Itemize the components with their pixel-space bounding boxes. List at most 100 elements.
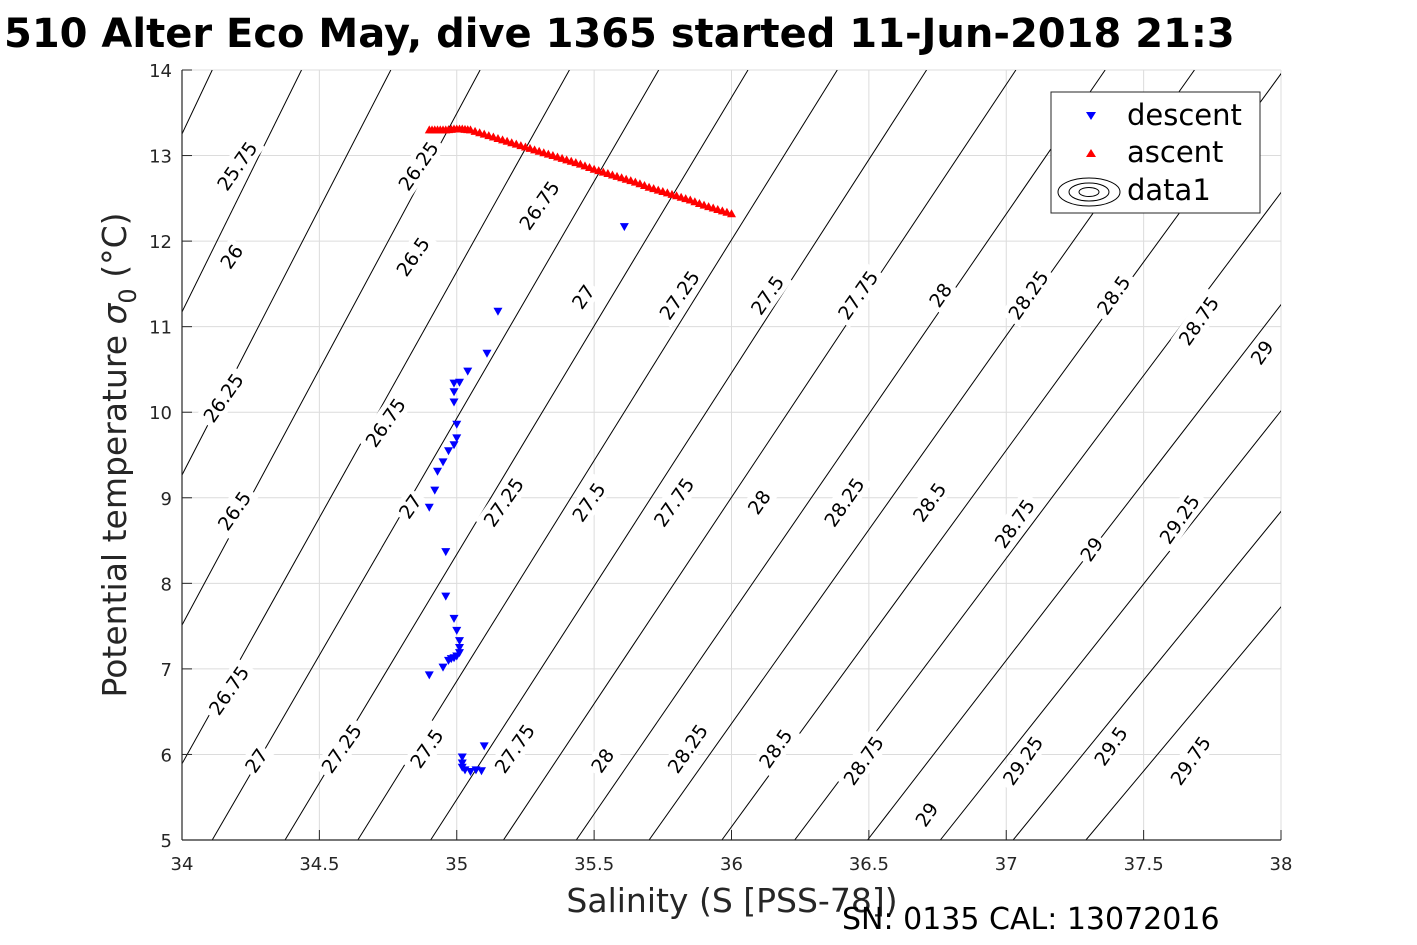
contour-label-gap xyxy=(390,133,447,199)
x-axis-label: Salinity (S [PSS-78]) xyxy=(566,881,897,920)
descent-point xyxy=(449,388,459,397)
contour-label-gap xyxy=(391,487,429,526)
descent-point xyxy=(452,420,462,429)
descent-point xyxy=(493,307,503,316)
contour-label-gap xyxy=(209,482,259,539)
contour-label-gap xyxy=(908,795,946,834)
descent-point xyxy=(441,592,451,601)
descent-point xyxy=(433,467,443,476)
contour-line xyxy=(284,70,749,840)
ascent-marker-icon xyxy=(1086,149,1096,157)
contour-line xyxy=(182,70,302,313)
contour-label-gap xyxy=(1170,287,1227,354)
contour-label-gap xyxy=(1000,262,1057,328)
contour-line xyxy=(430,70,927,840)
descent-point xyxy=(438,663,448,672)
descent-point xyxy=(457,753,467,762)
descent-point xyxy=(454,644,464,652)
contour-label-gap xyxy=(209,133,265,199)
contour-label-gap xyxy=(1088,266,1139,324)
descent-point xyxy=(479,742,489,751)
descent-marker-icon xyxy=(1086,112,1096,120)
y-tick-label: 14 xyxy=(149,61,172,82)
legend-label-descent: descent xyxy=(1127,98,1242,132)
y-tick-label: 11 xyxy=(149,318,172,339)
descent-point xyxy=(438,458,448,467)
contour-label-gap xyxy=(750,720,801,777)
descent-point xyxy=(463,367,473,376)
contour-label: 28 xyxy=(583,741,621,780)
descent-point xyxy=(465,768,475,777)
contour-label-gap xyxy=(659,715,716,782)
descent-point xyxy=(454,637,464,646)
contour-label-gap xyxy=(816,469,873,535)
contour-label-gap xyxy=(651,262,708,328)
descent-point xyxy=(444,447,454,456)
legend-entry-descent[interactable]: descent xyxy=(1086,98,1242,132)
contour-label-gap xyxy=(1243,333,1281,372)
x-ticks: 34 34.5 35 35.5 36 36.5 37 37.5 38 xyxy=(171,830,1293,875)
contour-label-gap xyxy=(357,389,414,456)
legend-entry-data1[interactable]: data1 xyxy=(1057,173,1211,207)
contour-label-gap xyxy=(645,469,702,535)
descent-point xyxy=(482,349,492,358)
contour-label-gap xyxy=(986,490,1043,557)
contour-line xyxy=(1012,510,1281,840)
contour-label-gap xyxy=(200,657,257,723)
descent-point xyxy=(457,759,467,768)
x-tick-label: 36.5 xyxy=(849,854,889,875)
legend-label-data1: data1 xyxy=(1127,173,1211,207)
contour-line xyxy=(939,410,1281,840)
contour-label-gap xyxy=(563,473,614,531)
x-tick-label: 34 xyxy=(171,854,194,875)
x-tick-label: 37.5 xyxy=(1124,854,1164,875)
y-tick-label: 8 xyxy=(161,574,172,595)
contour-label-gap xyxy=(1151,486,1208,552)
legend-entry-ascent[interactable]: ascent xyxy=(1086,135,1223,169)
ascent-point xyxy=(727,209,736,218)
y-tick-label: 6 xyxy=(161,745,172,766)
x-tick-label: 35.5 xyxy=(574,854,614,875)
contour-label-gap xyxy=(213,237,250,276)
contour-label-gap xyxy=(904,473,955,531)
descent-point xyxy=(424,671,434,680)
contour-label-gap xyxy=(1072,529,1110,569)
descent-point xyxy=(449,379,459,388)
contour-label-gap xyxy=(237,741,275,780)
contour-line xyxy=(575,70,1106,840)
contour-label-gap xyxy=(475,469,532,535)
contour-line xyxy=(182,70,481,627)
x-tick-label: 35 xyxy=(445,854,468,875)
y-tick-label: 13 xyxy=(149,147,172,168)
contour-label-gap xyxy=(742,266,792,324)
contour-label-gap xyxy=(564,277,602,316)
descent-point xyxy=(476,767,486,776)
contour-line xyxy=(503,70,1017,840)
contour-line xyxy=(182,70,392,477)
contour-label-gap xyxy=(829,262,886,328)
contour-label-gap xyxy=(740,482,778,522)
legend[interactable]: descent ascent data1 xyxy=(1050,91,1261,214)
contour-label-gap xyxy=(921,275,959,315)
descent-point xyxy=(449,398,459,407)
contour-label-gap xyxy=(1162,727,1219,794)
contour-label-gap xyxy=(835,727,892,794)
descent-point xyxy=(430,486,440,495)
descent-point xyxy=(444,656,454,665)
contour-label-gap xyxy=(388,228,438,285)
x-tick-label: 38 xyxy=(1270,854,1293,875)
x-tick-label: 36 xyxy=(720,854,743,875)
descent-point xyxy=(452,434,462,443)
chart-title: 510 Alter Eco May, dive 1365 started 11-… xyxy=(4,11,1235,57)
y-tick-label: 5 xyxy=(161,831,172,852)
x-tick-label: 34.5 xyxy=(299,854,339,875)
contour-line xyxy=(794,191,1281,840)
x-tick-label: 37 xyxy=(995,854,1018,875)
contour-label-gap xyxy=(583,741,621,780)
descent-point xyxy=(619,223,629,232)
y-tick-label: 7 xyxy=(161,660,172,681)
y-axis-label: Potential temperature σ0 (°C) xyxy=(95,213,142,698)
descent-point xyxy=(424,503,434,512)
descent-point xyxy=(441,548,451,557)
descent-point xyxy=(449,441,459,450)
